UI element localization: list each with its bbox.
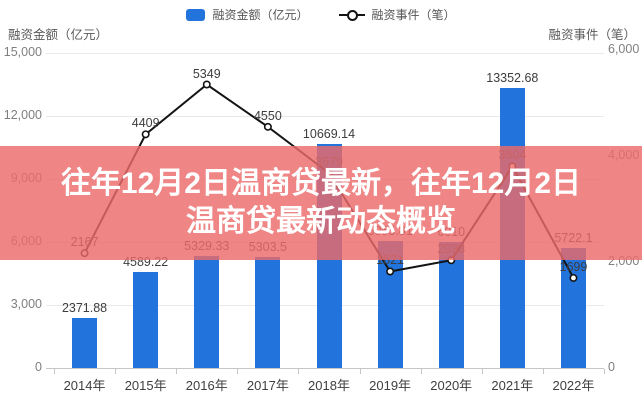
x-axis-category-label: 2019年 — [369, 378, 412, 393]
x-axis-category-label: 2014年 — [63, 378, 106, 393]
left-axis-title: 融资金额（亿元） — [8, 28, 109, 42]
legend-item-bar-series[interactable]: 融资金额（亿元） — [186, 6, 309, 23]
bar-series-swatch-icon — [186, 8, 206, 21]
right-axis-tick-label: 0 — [608, 360, 615, 374]
legend-item-line-series[interactable]: 融资事件（笔） — [338, 6, 456, 23]
right-axis-title: 融资事件（笔） — [548, 28, 636, 42]
left-axis-tick-label: 0 — [35, 360, 42, 374]
left-axis-tick-label: 12,000 — [3, 108, 42, 122]
right-axis-tick-label: 6,000 — [608, 42, 640, 56]
x-axis-tick — [420, 369, 422, 374]
left-axis-tick-label: 3,000 — [10, 297, 42, 311]
x-axis-category-label: 2017年 — [246, 378, 289, 393]
x-axis-category-label: 2020年 — [430, 378, 473, 393]
x-axis-tick — [542, 369, 544, 374]
x-axis-tick — [176, 369, 178, 374]
line-point-marker — [263, 122, 272, 131]
legend-bar-label: 融资金额（亿元） — [212, 8, 309, 22]
line-value-label: 1699 — [559, 259, 588, 274]
x-axis-tick — [481, 369, 483, 374]
gridline — [46, 53, 604, 54]
bar-value-label: 10669.14 — [302, 126, 356, 141]
x-axis-category-label: 2021年 — [491, 378, 534, 393]
bar-value-label: 2371.88 — [61, 301, 108, 316]
bar-2020年 — [438, 241, 464, 368]
x-axis-tick — [54, 369, 55, 374]
line-point-marker — [141, 130, 150, 139]
bar-2014年 — [72, 318, 98, 368]
overlay-title-line2: 温商贷最新动态概览 — [186, 205, 456, 238]
line-point-marker — [202, 80, 211, 89]
bar-2016年 — [194, 256, 220, 368]
x-axis-tick — [115, 369, 117, 374]
left-axis-tick-label: 15,000 — [3, 45, 42, 59]
x-axis-line — [46, 368, 604, 369]
legend: 融资金额（亿元） 融资事件（笔） — [0, 6, 642, 23]
bar-value-label: 13352.68 — [486, 70, 539, 85]
line-value-label: 5349 — [192, 66, 221, 81]
x-axis-tick — [237, 369, 239, 374]
title-overlay-banner: 往年12月2日温商贷最新，往年12月2日 温商贷最新动态概览 — [0, 146, 642, 260]
x-axis-tick — [298, 369, 300, 374]
overlay-title-line1: 往年12月2日温商贷最新，往年12月2日 — [60, 167, 582, 200]
bar-2017年 — [255, 256, 281, 368]
line-value-label: 4550 — [253, 108, 282, 123]
x-axis-category-label: 2015年 — [124, 378, 167, 393]
legend-line-label: 融资事件（笔） — [371, 8, 456, 22]
x-axis-tick — [359, 369, 361, 374]
x-axis-category-label: 2022年 — [552, 378, 595, 393]
line-value-label: 4409 — [131, 116, 160, 131]
axis-titles-row: 融资金额（亿元） 融资事件（笔） — [0, 24, 642, 43]
x-axis-category-label: 2018年 — [308, 378, 350, 393]
x-axis-category-label: 2016年 — [185, 378, 228, 393]
line-series-marker-icon — [338, 9, 365, 21]
x-axis-tick — [604, 369, 605, 374]
bar-2015年 — [133, 271, 159, 368]
